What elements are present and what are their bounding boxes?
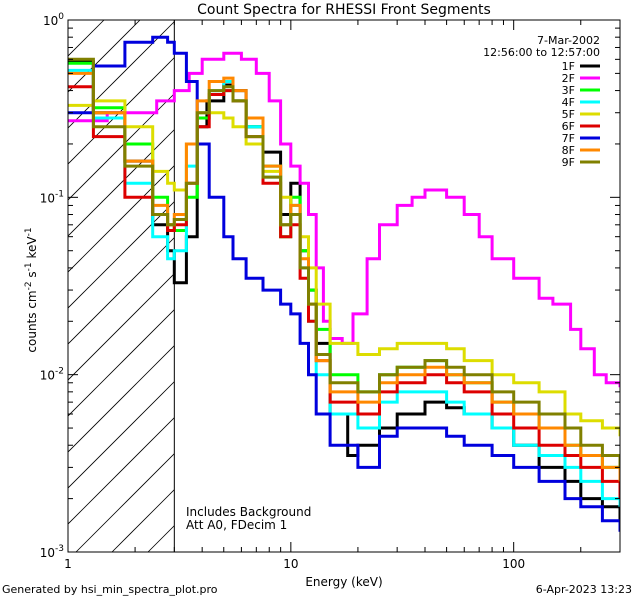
y-axis-label: counts cm-2 s-1 keV-1 — [24, 227, 39, 352]
x-tick-label: 10 — [283, 557, 298, 571]
y-tick-label: 100 — [43, 12, 64, 28]
hatch-line — [68, 20, 249, 201]
legend-label-9F: 9F — [562, 156, 575, 169]
hatch-mask — [174, 20, 620, 552]
annotation-background: Includes Background — [186, 505, 311, 519]
series-line-7F — [68, 35, 620, 532]
legend-label-1F: 1F — [562, 60, 575, 73]
legend-label-2F: 2F — [562, 72, 575, 85]
hatch-line — [68, 20, 105, 57]
x-tick-label: 100 — [502, 557, 525, 571]
series-line-8F — [68, 71, 620, 482]
y-tick-label: 10-1 — [40, 189, 64, 205]
annotation-attenuator: Att A0, FDecim 1 — [186, 518, 287, 532]
x-axis-label: Energy (keV) — [305, 575, 382, 589]
legend-label-4F: 4F — [562, 96, 575, 109]
series-line-9F — [68, 57, 620, 468]
chart-title: Count Spectra for RHESSI Front Segments — [197, 2, 491, 18]
series-line-5F — [68, 99, 620, 437]
legend-label-6F: 6F — [562, 120, 575, 133]
legend-label-5F: 5F — [562, 108, 575, 121]
legend-label-8F: 8F — [562, 144, 575, 157]
footer-date: 6-Apr-2023 13:23 — [535, 583, 632, 596]
legend-header: 12:56:00 to 12:57:00 — [483, 46, 600, 59]
legend-label-3F: 3F — [562, 84, 575, 97]
y-tick-label: 10-3 — [40, 544, 64, 560]
hatch-line — [68, 20, 177, 129]
y-tick-label: 10-2 — [40, 367, 64, 383]
legend-header: 7-Mar-2002 — [537, 34, 600, 47]
hatched-region — [68, 20, 620, 552]
x-tick-label: 1 — [64, 557, 72, 571]
hatch-line — [68, 20, 69, 21]
series-lines — [68, 35, 620, 532]
footer-generated-by: Generated by hsi_min_spectra_plot.pro — [2, 583, 218, 596]
plot-frame — [67, 19, 621, 553]
legend-label-7F: 7F — [562, 132, 575, 145]
